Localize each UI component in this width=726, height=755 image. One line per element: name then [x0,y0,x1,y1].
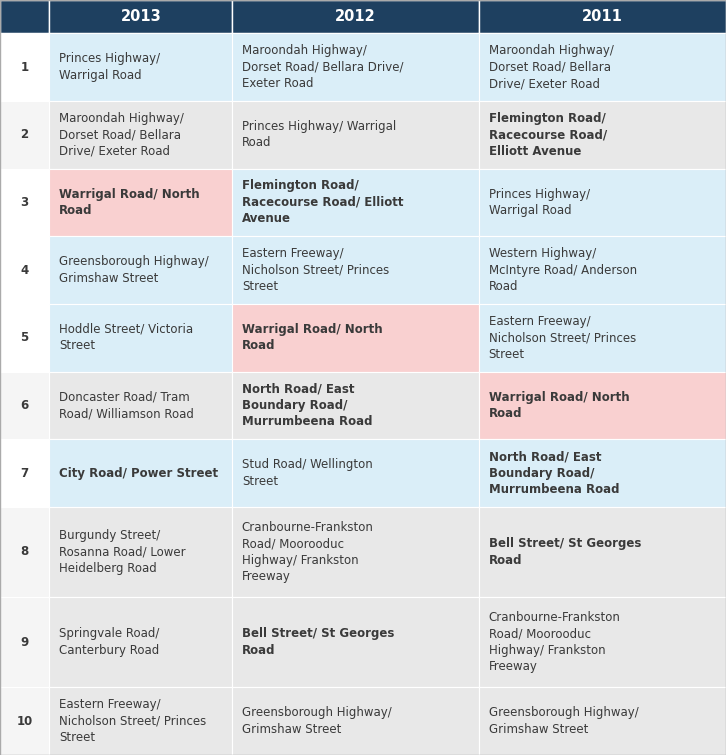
Bar [0,101,49,168]
Bar [479,101,726,168]
Text: 2011: 2011 [582,9,623,24]
Bar [232,507,479,597]
Bar [49,101,232,168]
Bar [49,236,232,304]
Bar [232,371,479,439]
Text: 1: 1 [20,60,29,73]
Text: Maroondah Highway/
Dorset Road/ Bellara
Drive/ Exeter Road: Maroondah Highway/ Dorset Road/ Bellara … [59,112,184,158]
Text: Warrigal Road/ North
Road: Warrigal Road/ North Road [489,390,629,420]
Text: Stud Road/ Wellington
Street: Stud Road/ Wellington Street [242,458,372,488]
Bar [49,0,232,33]
Text: 5: 5 [20,331,29,344]
Text: Maroondah Highway/
Dorset Road/ Bellara Drive/
Exeter Road: Maroondah Highway/ Dorset Road/ Bellara … [242,44,403,90]
Bar [232,0,479,33]
Bar [479,168,726,236]
Bar [49,597,232,687]
Bar [0,168,49,236]
Text: 2013: 2013 [121,9,161,24]
Bar [0,371,49,439]
Bar [232,33,479,101]
Bar [232,168,479,236]
Text: Bell Street/ St Georges
Road: Bell Street/ St Georges Road [489,538,641,567]
Bar [0,439,49,507]
Bar [0,0,49,33]
Text: 2: 2 [20,128,29,141]
Text: Springvale Road/
Canterbury Road: Springvale Road/ Canterbury Road [59,627,159,657]
Bar [0,33,49,101]
Text: Doncaster Road/ Tram
Road/ Williamson Road: Doncaster Road/ Tram Road/ Williamson Ro… [59,390,194,420]
Bar [49,687,232,755]
Bar [49,168,232,236]
Text: Eastern Freeway/
Nicholson Street/ Princes
Street: Eastern Freeway/ Nicholson Street/ Princ… [59,698,206,744]
Bar [49,439,232,507]
Text: Cranbourne-Frankston
Road/ Moorooduc
Highway/ Frankston
Freeway: Cranbourne-Frankston Road/ Moorooduc Hig… [489,611,621,673]
Text: Greensborough Highway/
Grimshaw Street: Greensborough Highway/ Grimshaw Street [59,255,208,285]
Bar [0,304,49,371]
Text: 3: 3 [20,196,29,209]
Bar [0,597,49,687]
Text: Maroondah Highway/
Dorset Road/ Bellara
Drive/ Exeter Road: Maroondah Highway/ Dorset Road/ Bellara … [489,44,613,90]
Bar [232,304,479,371]
Bar [0,687,49,755]
Text: 2012: 2012 [335,9,376,24]
Text: Warrigal Road/ North
Road: Warrigal Road/ North Road [59,188,200,217]
Text: North Road/ East
Boundary Road/
Murrumbeena Road: North Road/ East Boundary Road/ Murrumbe… [489,450,619,496]
Text: Hoddle Street/ Victoria
Street: Hoddle Street/ Victoria Street [59,323,193,353]
Text: Burgundy Street/
Rosanna Road/ Lower
Heidelberg Road: Burgundy Street/ Rosanna Road/ Lower Hei… [59,529,185,575]
Text: Flemington Road/
Racecourse Road/
Elliott Avenue: Flemington Road/ Racecourse Road/ Elliot… [489,112,607,158]
Bar [479,304,726,371]
Bar [49,33,232,101]
Text: Flemington Road/
Racecourse Road/ Elliott
Avenue: Flemington Road/ Racecourse Road/ Elliot… [242,180,403,226]
Bar [479,439,726,507]
Text: 4: 4 [20,263,29,276]
Text: Princes Highway/
Warrigal Road: Princes Highway/ Warrigal Road [59,52,160,82]
Text: Eastern Freeway/
Nicholson Street/ Princes
Street: Eastern Freeway/ Nicholson Street/ Princ… [242,247,389,293]
Bar [479,687,726,755]
Text: North Road/ East
Boundary Road/
Murrumbeena Road: North Road/ East Boundary Road/ Murrumbe… [242,382,372,428]
Text: 7: 7 [20,467,29,479]
Text: 9: 9 [20,636,29,649]
Text: 6: 6 [20,399,29,412]
Bar [49,371,232,439]
Bar [479,33,726,101]
Text: City Road/ Power Street: City Road/ Power Street [59,467,218,479]
Bar [479,236,726,304]
Bar [479,0,726,33]
Bar [232,236,479,304]
Text: Princes Highway/
Warrigal Road: Princes Highway/ Warrigal Road [489,188,590,217]
Text: Greensborough Highway/
Grimshaw Street: Greensborough Highway/ Grimshaw Street [242,707,391,736]
Bar [232,687,479,755]
Text: Eastern Freeway/
Nicholson Street/ Princes
Street: Eastern Freeway/ Nicholson Street/ Princ… [489,315,636,361]
Text: Princes Highway/ Warrigal
Road: Princes Highway/ Warrigal Road [242,120,396,149]
Bar [0,236,49,304]
Bar [479,597,726,687]
Text: Greensborough Highway/
Grimshaw Street: Greensborough Highway/ Grimshaw Street [489,707,638,736]
Bar [479,507,726,597]
Text: Bell Street/ St Georges
Road: Bell Street/ St Georges Road [242,627,394,657]
Text: Western Highway/
McIntyre Road/ Anderson
Road: Western Highway/ McIntyre Road/ Anderson… [489,247,637,293]
Bar [232,101,479,168]
Bar [0,507,49,597]
Bar [232,597,479,687]
Text: Warrigal Road/ North
Road: Warrigal Road/ North Road [242,323,383,353]
Text: Cranbourne-Frankston
Road/ Moorooduc
Highway/ Frankston
Freeway: Cranbourne-Frankston Road/ Moorooduc Hig… [242,521,374,584]
Bar [49,304,232,371]
Bar [232,439,479,507]
Bar [479,371,726,439]
Text: 10: 10 [17,715,33,728]
Text: 8: 8 [20,546,29,559]
Bar [49,507,232,597]
